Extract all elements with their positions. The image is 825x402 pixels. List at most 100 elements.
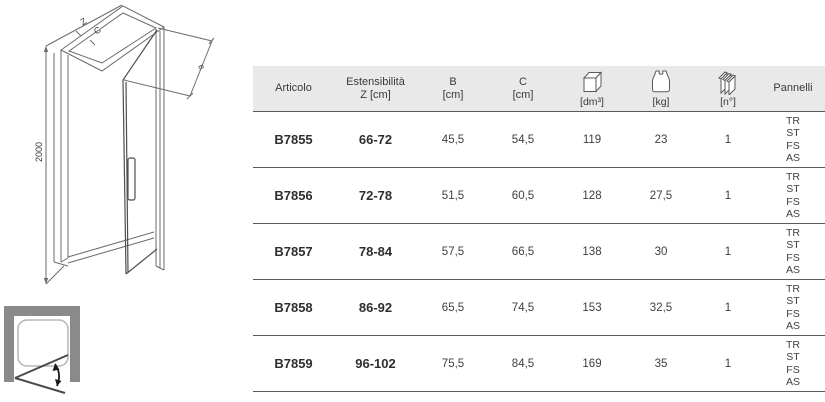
panel-code: FS	[786, 307, 800, 320]
height-dimension-label: 2000	[34, 142, 44, 162]
cell-b: 51,5	[441, 189, 465, 202]
cell-estensibilita: 66-72	[358, 132, 393, 147]
outer-width-label: Z	[78, 16, 88, 28]
panel-code: TR	[786, 338, 800, 351]
cell-volume: 138	[582, 245, 602, 258]
volume-box-icon	[579, 69, 605, 95]
plan-view-svg	[4, 306, 80, 394]
table-row: B7855 66-72 45,5 54,5 119 23 1 TR ST FS …	[253, 112, 825, 168]
table-row: B7859 96-102 75,5 84,5 169 35 1 TR ST FS…	[253, 336, 825, 392]
cell-peso: 27,5	[649, 189, 673, 202]
panel-code: ST	[786, 183, 800, 195]
door-handle	[127, 157, 136, 201]
cell-pannelli: TR ST FS AS	[761, 171, 825, 221]
cell-articolo: B7857	[274, 244, 313, 259]
spec-table: Articolo Estensibilità Z [cm] B [cm] C […	[253, 66, 825, 392]
panels-icon	[715, 69, 741, 95]
header-articolo: Articolo	[253, 66, 334, 111]
panel-code: AS	[785, 152, 800, 164]
header-b-line1: B	[449, 75, 457, 88]
header-b-line2: [cm]	[442, 88, 464, 101]
panel-code: TR	[786, 114, 800, 127]
header-c-line2: [cm]	[512, 88, 534, 101]
panel-code: AS	[785, 376, 800, 388]
table-row: B7858 86-92 65,5 74,5 153 32,5 1 TR ST F…	[253, 280, 825, 336]
cell-b: 57,5	[441, 245, 465, 258]
shower-frame	[4, 306, 80, 382]
cell-b: 65,5	[441, 301, 465, 314]
count-unit-label: [n°]	[720, 95, 736, 108]
cell-articolo: B7859	[274, 356, 313, 371]
header-pannelli: Pannelli	[761, 66, 825, 111]
cell-c: 84,5	[511, 357, 535, 370]
isometric-door-svg: 2000 Z C B	[34, 4, 215, 285]
cell-c: 60,5	[511, 189, 535, 202]
cell-peso: 35	[654, 357, 668, 370]
cell-b: 45,5	[441, 133, 465, 146]
panel-code: ST	[786, 295, 800, 307]
cell-estensibilita: 96-102	[355, 356, 396, 371]
cell-estensibilita: 72-78	[358, 188, 393, 203]
panel-code: ST	[786, 239, 800, 251]
header-estensibilita-line2: Z [cm]	[360, 88, 391, 101]
header-count: [n°]	[695, 66, 761, 111]
panel-code: FS	[786, 251, 800, 264]
plan-view-pictogram	[2, 294, 98, 402]
cell-c: 74,5	[511, 301, 535, 314]
header-pannelli-label: Pannelli	[773, 82, 813, 94]
door-swing-lines	[14, 354, 69, 394]
header-weight: [kg]	[627, 66, 695, 111]
cell-estensibilita: 78-84	[358, 244, 393, 259]
panel-code: TR	[786, 170, 800, 183]
panel-code: FS	[786, 195, 800, 208]
header-volume: [dm³]	[557, 66, 627, 111]
table-row: B7856 72-78 51,5 60,5 128 27,5 1 TR ST F…	[253, 168, 825, 224]
cell-pannelli: TR ST FS AS	[761, 115, 825, 165]
header-estensibilita: Estensibilità Z [cm]	[334, 66, 417, 111]
cell-n: 1	[724, 357, 732, 370]
cell-n: 1	[724, 301, 732, 314]
panel-code: FS	[786, 363, 800, 376]
cell-pannelli: TR ST FS AS	[761, 339, 825, 389]
cell-n: 1	[724, 189, 732, 202]
cell-n: 1	[724, 245, 732, 258]
table-row: B7857 78-84 57,5 66,5 138 30 1 TR ST FS …	[253, 224, 825, 280]
cell-c: 54,5	[511, 133, 535, 146]
cell-peso: 32,5	[649, 301, 673, 314]
cell-pannelli: TR ST FS AS	[761, 283, 825, 333]
volume-unit-label: [dm³]	[580, 95, 604, 108]
cell-b: 75,5	[441, 357, 465, 370]
cell-pannelli: TR ST FS AS	[761, 227, 825, 277]
swing-direction-arrow	[52, 363, 62, 387]
header-b: B [cm]	[417, 66, 489, 111]
cell-volume: 119	[582, 133, 602, 146]
panel-code: ST	[786, 127, 800, 139]
panel-code: TR	[786, 282, 800, 295]
cell-volume: 128	[582, 189, 602, 202]
cell-volume: 169	[582, 357, 602, 370]
panel-code: ST	[786, 351, 800, 363]
cell-estensibilita: 86-92	[358, 300, 393, 315]
inner-width-label: C	[92, 24, 103, 36]
panel-code: AS	[785, 320, 800, 332]
panel-code: TR	[786, 226, 800, 239]
isometric-door-drawing: 2000 Z C B	[6, 0, 251, 292]
cell-articolo: B7856	[274, 188, 313, 203]
header-c-line1: C	[519, 75, 527, 88]
header-estensibilita-line1: Estensibilità	[346, 75, 405, 88]
cell-peso: 23	[654, 133, 668, 146]
header-articolo-label: Articolo	[275, 82, 312, 94]
panel-code: AS	[785, 208, 800, 220]
panel-code: AS	[785, 264, 800, 276]
cell-peso: 30	[654, 245, 668, 258]
door-swing-label: B	[196, 64, 204, 71]
header-c: C [cm]	[489, 66, 557, 111]
weight-icon	[649, 69, 673, 95]
table-header-row: Articolo Estensibilità Z [cm] B [cm] C […	[253, 66, 825, 112]
cell-volume: 153	[582, 301, 602, 314]
cell-articolo: B7855	[274, 132, 313, 147]
panel-code: FS	[786, 139, 800, 152]
cell-c: 66,5	[511, 245, 535, 258]
weight-unit-label: [kg]	[652, 95, 670, 108]
cell-n: 1	[724, 133, 732, 146]
